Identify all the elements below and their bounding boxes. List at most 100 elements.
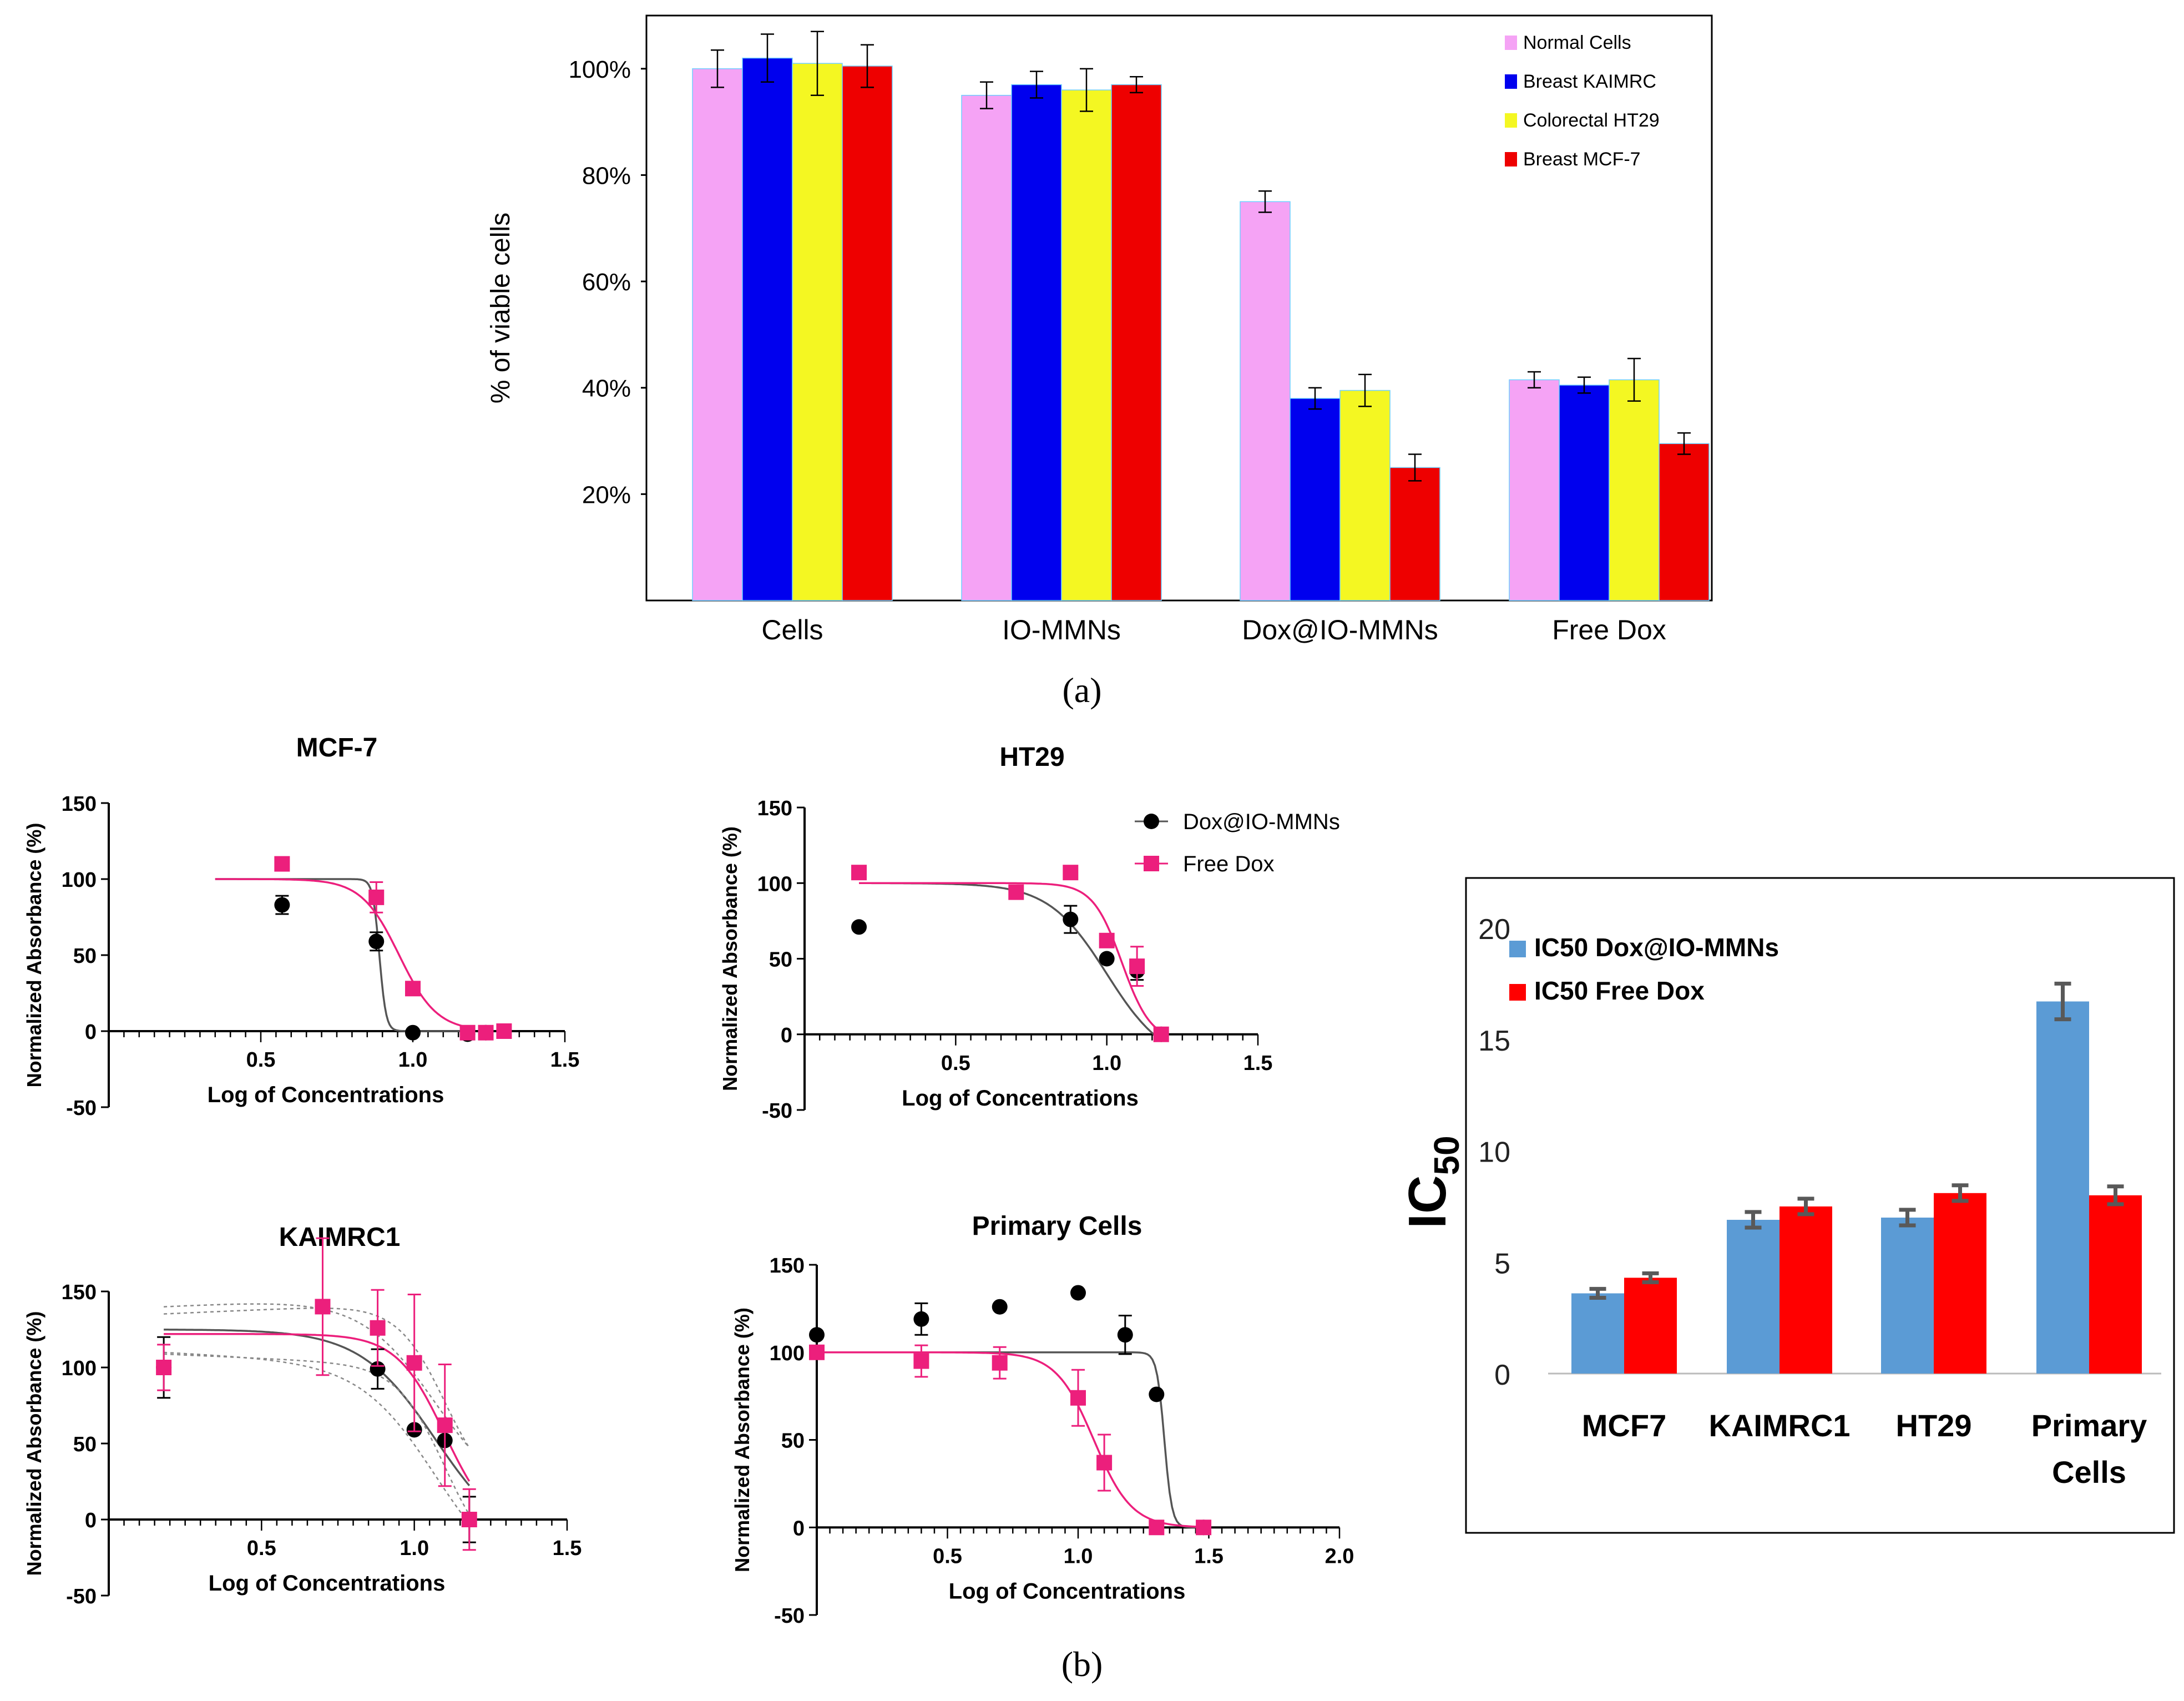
y-tick-label: 15 [1478,1025,1510,1057]
y-axis-label: Normalized Absorbance (%) [731,1308,754,1572]
y-axis-label: IC50 [1398,1135,1467,1228]
y-tick-label: 0 [85,1021,97,1044]
bar [1779,1206,1832,1374]
bar [1571,1293,1624,1374]
data-point-dox-io-mmns [368,933,385,950]
y-tick-label: 50 [769,948,792,972]
bar [842,65,893,601]
chart-title: KAIMRC1 [279,1223,401,1252]
x-tick-label: 1.0 [400,1537,429,1560]
data-point-free-dox [405,981,421,997]
bar [1659,443,1710,601]
legend-label: Free Dox [1183,852,1275,876]
legend-swatch [1505,113,1517,128]
viability-chart: 20% 40% 60% 80% 100% % of viable cells Cells IO… [486,14,1713,645]
data-point-free-dox [1070,1390,1086,1406]
y-tick-label: 40% [582,375,631,402]
ht29-dose-response-chart: HT29 -50 0 50 100 150 0.5 1.0 1.5 Log of Concentr… [719,743,1340,1123]
ic50-chart: 0 5 10 15 20 IC50 MCF7 KAIMRC1 HT29 Primary Cells I… [1398,877,2175,1534]
bar [1240,201,1291,601]
x-tick-label: 1.5 [1194,1544,1224,1568]
y-tick-label: 150 [770,1254,805,1278]
data-point-free-dox [1099,932,1115,948]
data-point-free-dox [913,1353,929,1369]
bar [1934,1193,1986,1374]
legend-swatch [1505,74,1517,89]
legend-label: Dox@IO-MMNs [1183,810,1340,834]
y-tick-label: 100 [757,872,792,896]
legend-swatch [1505,152,1517,166]
bar [1339,390,1391,601]
confidence-band [164,1351,470,1525]
legend-marker [1144,856,1159,871]
panel-label-a: (a) [1062,670,1101,710]
data-point-dox-io-mmns [809,1327,825,1343]
data-point-dox-io-mmns [851,919,867,935]
fit-curve [164,1329,471,1487]
y-tick-label: -50 [774,1604,805,1628]
data-point-free-dox [1196,1520,1212,1536]
x-category-label-line2: Cells [2052,1455,2126,1490]
bar [692,68,743,601]
chart-title: MCF-7 [296,733,378,763]
mcf7-dose-response-chart: MCF-7 -50 0 50 100 150 0.5 1.0 1.5 Log of Concent… [23,733,579,1120]
fit-curve [215,878,474,1029]
y-tick-label: 50 [781,1430,805,1453]
data-point-dox-io-mmns [913,1311,929,1327]
x-category-label: Primary [2031,1408,2147,1443]
legend-label: Normal Cells [1523,32,1631,53]
data-point-dox-io-mmns [1070,1285,1086,1301]
x-axis-label: Log of Concentrations [209,1571,446,1596]
bar [742,57,793,601]
x-tick-label: 0.5 [246,1048,276,1072]
legend-swatch [1509,984,1526,1001]
fit-curve [817,1351,1209,1528]
x-tick-label: 0.5 [933,1544,962,1568]
y-axis-label: Normalized Absorbance (%) [23,1311,46,1576]
data-point-free-dox [1153,1026,1169,1042]
fit-curve [859,882,1162,1033]
data-point-free-dox [156,1360,172,1375]
legend-label: IC50 Free Dox [1534,976,1705,1005]
data-point-free-dox [496,1023,512,1039]
data-point-dox-io-mmns [992,1299,1008,1315]
data-point-dox-io-mmns [1099,951,1115,967]
y-axis-label: Normalized Absorbance (%) [23,823,46,1088]
x-category-label: Dox@IO-MMNs [1242,614,1438,645]
data-point-dox-io-mmns [1063,911,1079,927]
data-point-free-dox [461,1512,477,1527]
fit-curve [817,1351,1209,1528]
x-tick-label: 1.0 [1092,1052,1121,1075]
data-point-dox-io-mmns [405,1024,421,1041]
y-tick-label: -50 [66,1097,97,1120]
kaimrc1-dose-response-chart: KAIMRC1 -50 0 50 100 150 0.5 1.0 1.5 Log of Conce… [23,1223,582,1608]
y-axis-label-main: IC [1398,1175,1457,1229]
bar [1609,379,1660,601]
x-tick-label: 1.5 [553,1537,582,1560]
bar [1061,89,1112,601]
y-axis-label-subscript: 50 [1427,1135,1467,1175]
bar [961,94,1012,601]
fit-curve [215,878,474,1032]
plot-frame [645,14,1713,602]
confidence-band [164,1303,470,1448]
data-point-free-dox [851,865,867,881]
legend-label: Breast KAIMRC [1523,71,1656,92]
legend-label: IC50 Dox@IO-MMNs [1534,933,1779,962]
data-point-free-dox [406,1355,422,1371]
primary-cells-dose-response-chart: Primary Cells -50 0 50 100 150 0.5 1.0 1.5 2.0 Log… [731,1212,1354,1628]
y-tick-label: 0 [85,1509,97,1532]
x-axis-label: Log of Concentrations [208,1083,444,1107]
y-tick-label: 80% [582,162,631,189]
bar [2089,1195,2142,1374]
x-tick-label: 0.5 [941,1052,970,1075]
y-tick-label: 100 [62,1357,97,1380]
legend-label: Breast MCF-7 [1523,149,1641,170]
x-category-label: KAIMRC1 [1708,1408,1850,1443]
bar [1011,84,1062,601]
bar [1624,1278,1677,1374]
bar [1389,467,1440,601]
legend-label: Colorectal HT29 [1523,110,1660,131]
data-point-dox-io-mmns [370,1361,386,1377]
